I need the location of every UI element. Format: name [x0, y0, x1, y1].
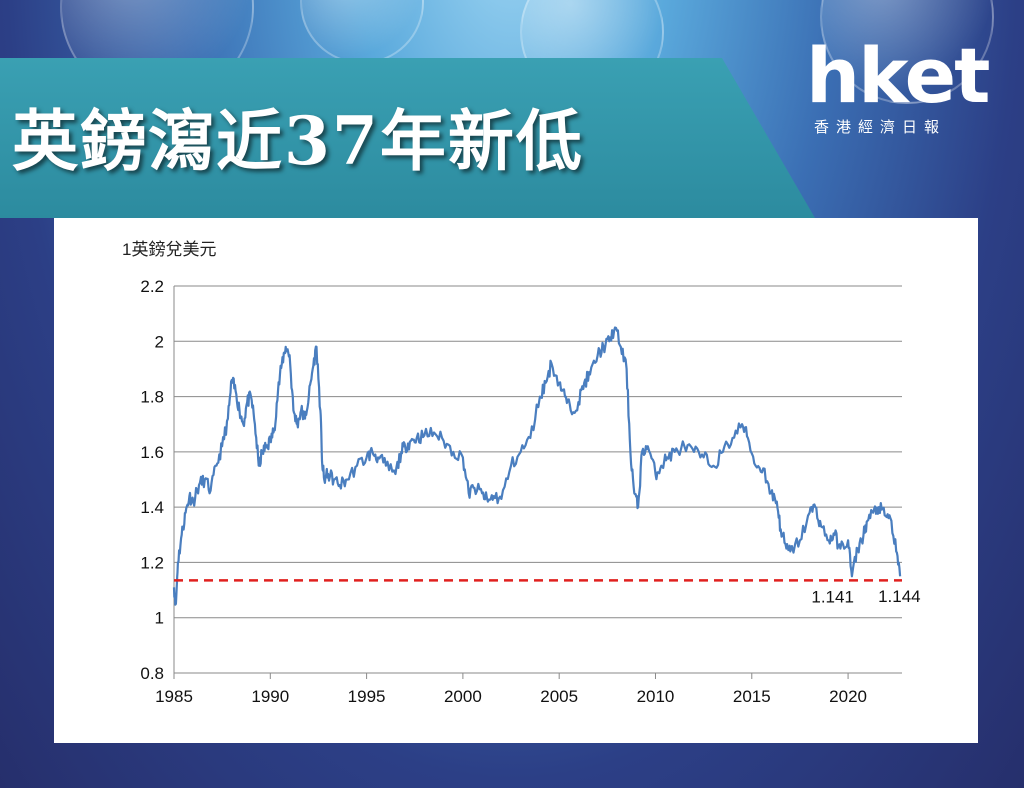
chart-panel: 1英鎊兌美元 0.8 1 1.2 1.4 1.6 1.8 2 2.2 1985 1990 1995 2… — [54, 218, 978, 743]
y-tick-label: 1.8 — [140, 388, 164, 407]
data-label: 1.141 — [811, 588, 854, 607]
x-tick-label: 2015 — [733, 687, 771, 706]
y-tick-label: 1 — [155, 609, 164, 628]
series-line — [172, 326, 902, 606]
y-tick-label: 0.8 — [140, 664, 164, 683]
x-tick-label: 1990 — [251, 687, 289, 706]
x-tick-label: 2020 — [829, 687, 867, 706]
y-tick-label: 1.6 — [140, 443, 164, 462]
logo-subtitle: 香港經濟日報 — [814, 118, 947, 136]
hket-logo: hket 香港經濟日報 — [806, 31, 990, 137]
y-tick-label: 1.4 — [140, 498, 164, 517]
x-tick-label: 2010 — [637, 687, 675, 706]
data-label: 1.144 — [878, 587, 921, 606]
x-tick-label: 1995 — [348, 687, 386, 706]
y-axis-label: 1英鎊兌美元 — [122, 240, 216, 259]
decorative-bubble — [300, 0, 424, 64]
x-tick-label: 2000 — [444, 687, 482, 706]
title-banner — [0, 58, 815, 218]
y-tick-label: 2 — [155, 332, 164, 351]
x-tick-label: 2005 — [540, 687, 578, 706]
logo-wordmark: hket — [806, 31, 990, 120]
x-tick-label: 1985 — [155, 687, 193, 706]
y-tick-label: 2.2 — [140, 277, 164, 296]
page-title: 英鎊瀉近37年新低 — [12, 102, 584, 180]
exchange-rate-chart: 1英鎊兌美元 0.8 1 1.2 1.4 1.6 1.8 2 2.2 1985 1990 1995 2… — [122, 240, 921, 706]
y-tick-label: 1.2 — [140, 553, 164, 572]
